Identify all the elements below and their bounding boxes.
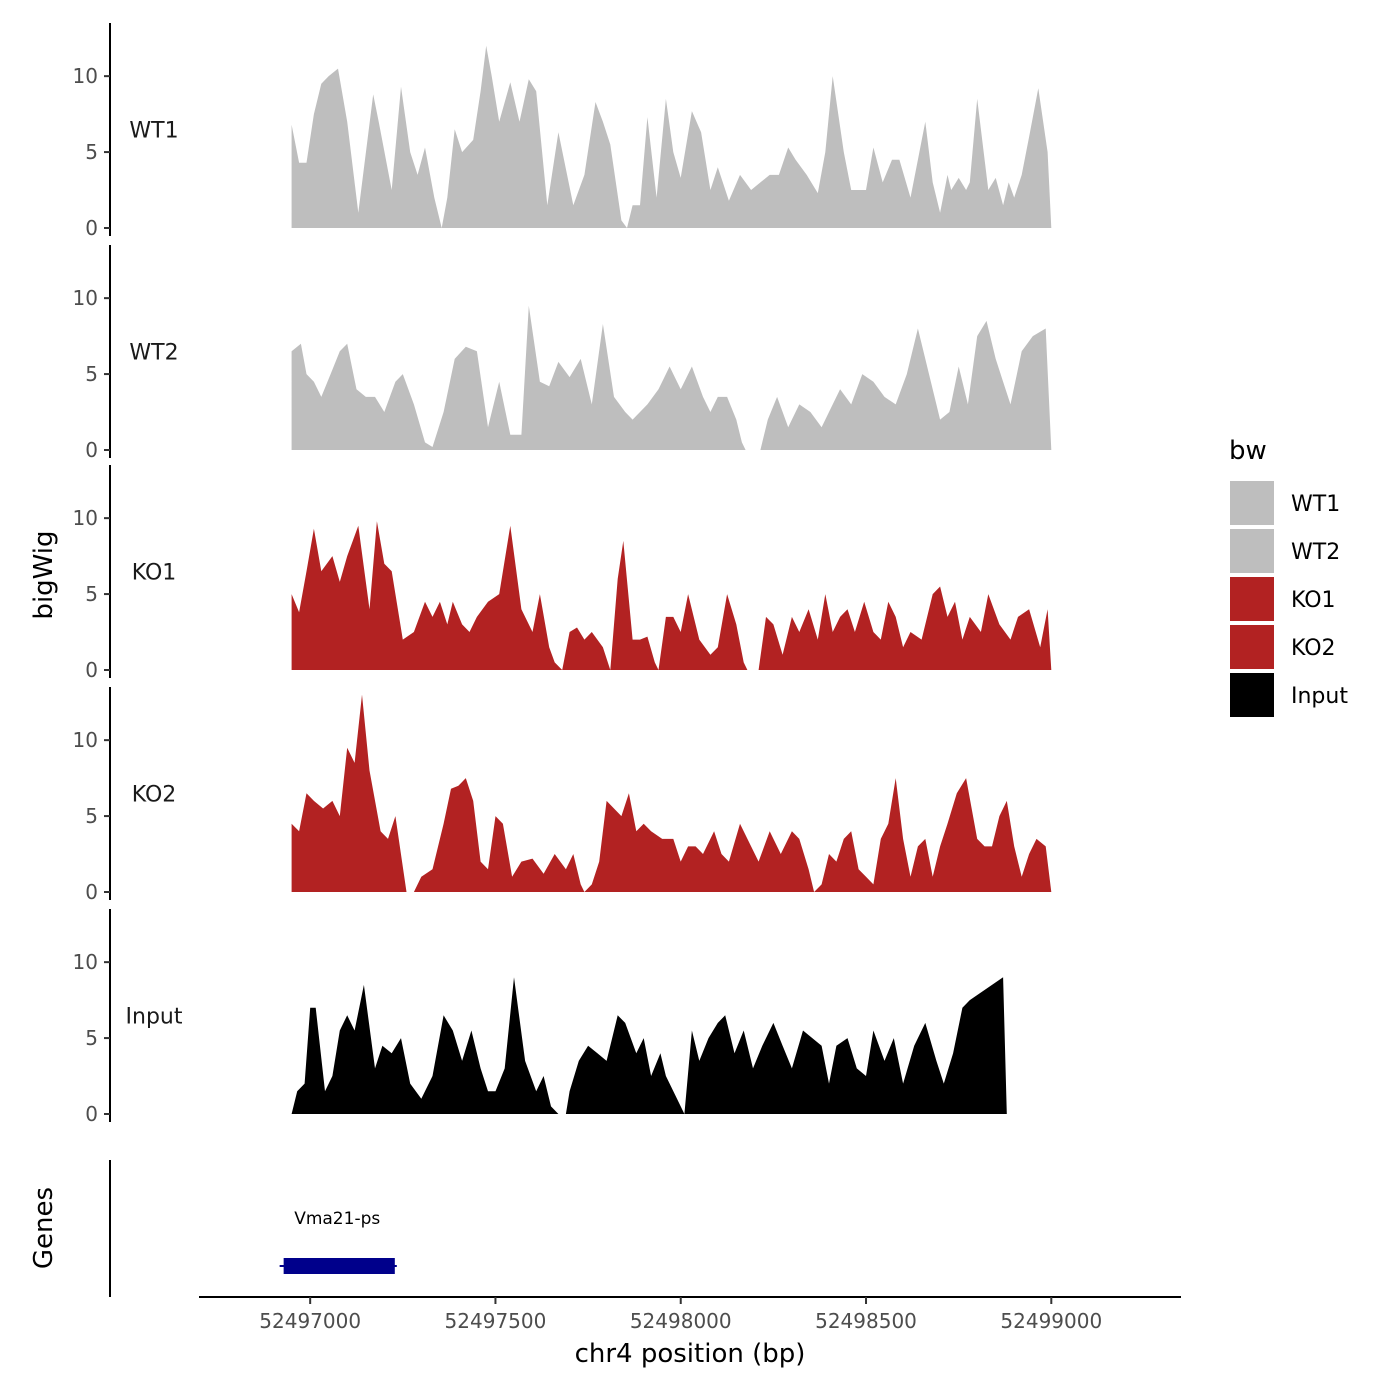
coverage-area-wt2 xyxy=(291,305,1052,450)
legend-swatch xyxy=(1228,671,1276,719)
y-tick-label: 10 xyxy=(73,950,98,974)
coverage-area-ko1 xyxy=(291,521,1052,670)
legend-swatch xyxy=(1228,575,1276,623)
track-ko2: 0 5 10 KO2 xyxy=(73,687,1052,904)
legend-title: bw xyxy=(1229,436,1267,466)
y-tick-label: 0 xyxy=(85,1102,98,1126)
gene-track-title: Genes xyxy=(29,1187,59,1269)
x-tick-label: 52497000 xyxy=(259,1309,361,1333)
y-tick-label: 10 xyxy=(73,506,98,530)
y-tick-label: 0 xyxy=(85,438,98,462)
x-tick-label: 52497500 xyxy=(445,1309,547,1333)
x-axis: 52497000 52497500 52498000 52498500 52499000 xyxy=(199,1296,1181,1333)
y-tick-label: 5 xyxy=(85,582,98,606)
coverage-area-wt1 xyxy=(291,45,1052,228)
gene-track: Vma21-ps xyxy=(109,1160,397,1297)
coverage-area-ko2 xyxy=(291,694,1052,892)
x-axis-title: chr4 position (bp) xyxy=(575,1339,806,1369)
y-tick-label: 5 xyxy=(85,140,98,164)
track-label: WT1 xyxy=(129,118,178,143)
legend-label: WT2 xyxy=(1291,540,1340,565)
y-tick-label: 5 xyxy=(85,804,98,828)
x-tick-label: 52498500 xyxy=(815,1309,917,1333)
coverage-area-input xyxy=(291,977,1007,1114)
track-input: 0 5 10 Input xyxy=(73,909,1007,1126)
track-ko1: 0 5 10 KO1 xyxy=(73,465,1052,682)
y-tick-label: 0 xyxy=(85,216,98,240)
legend-label: KO2 xyxy=(1291,636,1336,661)
track-label: WT2 xyxy=(129,340,178,365)
legend-swatch xyxy=(1228,479,1276,527)
track-label: KO2 xyxy=(132,782,177,807)
legend-label: Input xyxy=(1291,684,1348,709)
gene-label: Vma21-ps xyxy=(294,1209,380,1229)
y-tick-label: 5 xyxy=(85,362,98,386)
x-tick-label: 52498000 xyxy=(630,1309,732,1333)
legend-swatch xyxy=(1228,623,1276,671)
y-axis-title: bigWig xyxy=(29,530,59,619)
legend-entries: WT1 WT2 KO1 KO2 Input xyxy=(1228,479,1348,719)
y-tick-label: 10 xyxy=(73,286,98,310)
track-wt2: 0 5 10 WT2 xyxy=(73,245,1052,462)
y-tick-label: 0 xyxy=(85,658,98,682)
y-tick-label: 10 xyxy=(73,64,98,88)
legend-swatch xyxy=(1228,527,1276,575)
y-tick-label: 0 xyxy=(85,880,98,904)
coverage-tracks: 0 5 10 WT1 0 5 10 WT2 0 5 10 KO1 0 5 10 KO2 0 5 10 Input xyxy=(73,23,1052,1126)
track-label: Input xyxy=(126,1004,183,1029)
track-wt1: 0 5 10 WT1 xyxy=(73,23,1052,240)
legend-label: KO1 xyxy=(1291,588,1336,613)
legend: bw WT1 WT2 KO1 KO2 Input xyxy=(1228,436,1348,719)
x-tick-label: 52499000 xyxy=(1000,1309,1102,1333)
y-tick-label: 10 xyxy=(73,728,98,752)
legend-label: WT1 xyxy=(1291,492,1340,517)
y-tick-label: 5 xyxy=(85,1026,98,1050)
track-label: KO1 xyxy=(132,560,177,585)
